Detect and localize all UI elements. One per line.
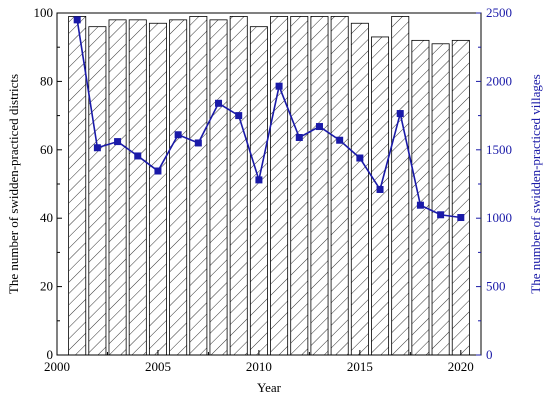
bar — [169, 19, 188, 356]
left-tick-label: 60 — [40, 142, 53, 157]
right-tick-label: 1000 — [486, 210, 512, 225]
line-point — [396, 110, 404, 118]
x-tick-label: 2000 — [44, 359, 70, 374]
left-tick-label: 40 — [40, 210, 53, 225]
bar — [128, 19, 147, 356]
line-point — [295, 133, 303, 141]
left-axis-label: The number of swidden-practiced district… — [6, 74, 21, 294]
line-point — [457, 214, 465, 222]
line-point — [93, 144, 101, 152]
right-tick-label: 500 — [486, 279, 506, 294]
line-point — [174, 131, 182, 139]
line-point — [275, 82, 283, 90]
left-tick-label: 0 — [47, 347, 54, 362]
line-point — [194, 139, 202, 147]
right-tick-label: 1500 — [486, 142, 512, 157]
left-tick-label: 100 — [34, 5, 54, 20]
line-point — [416, 201, 424, 209]
bar — [148, 22, 167, 356]
bar — [209, 19, 228, 356]
left-axis: 0 20 40 60 80 100 — [34, 5, 62, 362]
right-tick-label: 2500 — [486, 5, 512, 20]
bar — [391, 16, 410, 356]
x-tick-label: 2015 — [347, 359, 373, 374]
line-point — [73, 16, 81, 24]
line-series — [73, 16, 465, 222]
right-axis-label: The number of swidden-practiced villages — [528, 74, 543, 293]
line-point — [134, 152, 142, 160]
x-tick-label: 2005 — [145, 359, 171, 374]
bar — [108, 19, 127, 356]
line-point — [315, 123, 323, 131]
bar — [249, 26, 268, 356]
bar — [290, 16, 309, 356]
x-axis: 2000 2005 2010 2015 2020 — [44, 350, 474, 374]
line-point — [356, 154, 364, 162]
bar — [411, 39, 430, 356]
right-axis: 0 500 1000 1500 2000 2500 — [476, 5, 512, 362]
left-tick-label: 80 — [40, 73, 53, 88]
line-point — [114, 138, 122, 146]
right-tick-label: 0 — [486, 347, 493, 362]
bar — [310, 16, 329, 356]
bar — [88, 26, 107, 356]
line-point — [255, 176, 263, 184]
line-point — [336, 136, 344, 144]
bar — [371, 36, 390, 356]
line-point — [235, 112, 243, 120]
bar — [229, 16, 248, 356]
bar-series — [68, 16, 470, 356]
line-point — [154, 167, 162, 175]
line-point — [376, 185, 384, 193]
bar — [189, 16, 208, 356]
right-tick-label: 2000 — [486, 73, 512, 88]
x-axis-label: Year — [257, 380, 282, 395]
left-tick-label: 20 — [40, 279, 53, 294]
bar — [330, 16, 349, 356]
line-point — [215, 99, 223, 107]
line-point — [437, 211, 445, 219]
bar — [350, 22, 369, 356]
x-tick-label: 2010 — [246, 359, 272, 374]
bar — [451, 39, 470, 356]
x-tick-label: 2020 — [448, 359, 474, 374]
bar — [68, 16, 87, 356]
bar — [431, 43, 450, 356]
bar — [270, 16, 289, 356]
